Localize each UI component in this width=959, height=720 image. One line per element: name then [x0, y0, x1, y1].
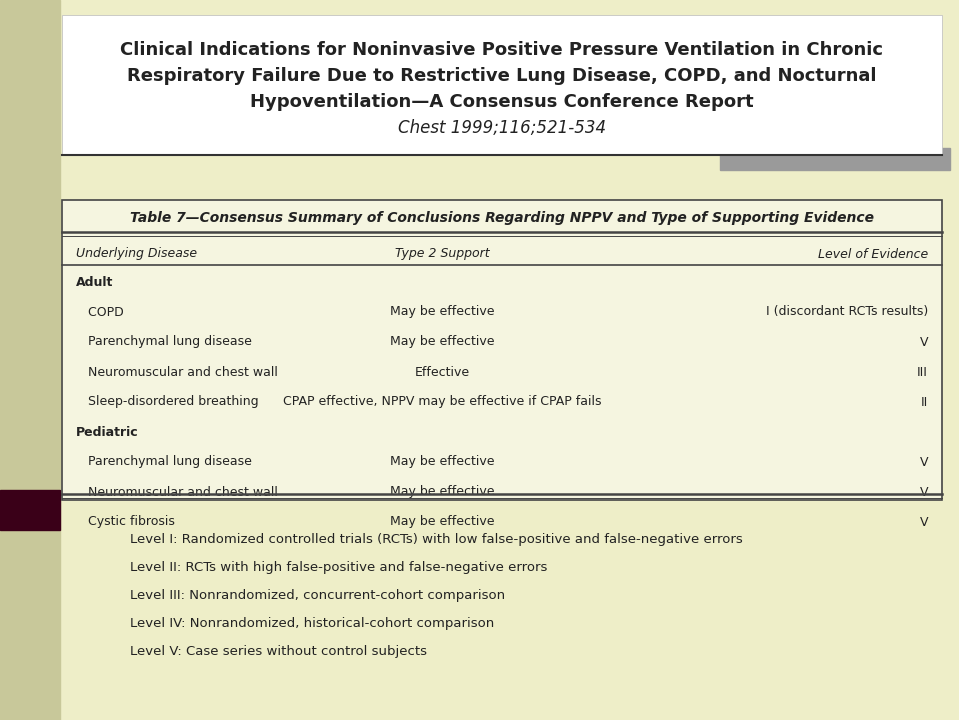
Text: Clinical Indications for Noninvasive Positive Pressure Ventilation in Chronic: Clinical Indications for Noninvasive Pos… — [121, 41, 883, 59]
Text: V: V — [920, 485, 928, 498]
Text: May be effective: May be effective — [389, 456, 494, 469]
Text: Neuromuscular and chest wall: Neuromuscular and chest wall — [76, 366, 278, 379]
Text: Sleep-disordered breathing: Sleep-disordered breathing — [76, 395, 259, 408]
Text: Level I: Randomized controlled trials (RCTs) with low false-positive and false-n: Level I: Randomized controlled trials (R… — [130, 534, 743, 546]
Bar — [0, 490, 60, 530]
Text: Type 2 Support: Type 2 Support — [395, 248, 489, 261]
Text: Cystic fibrosis: Cystic fibrosis — [76, 516, 175, 528]
Text: III: III — [917, 366, 928, 379]
Text: COPD: COPD — [76, 305, 124, 318]
Text: Effective: Effective — [414, 366, 470, 379]
Text: May be effective: May be effective — [389, 305, 494, 318]
Text: V: V — [920, 456, 928, 469]
Text: Respiratory Failure Due to Restrictive Lung Disease, COPD, and Nocturnal: Respiratory Failure Due to Restrictive L… — [128, 67, 877, 85]
Text: Level III: Nonrandomized, concurrent-cohort comparison: Level III: Nonrandomized, concurrent-coh… — [130, 590, 505, 603]
Text: V: V — [920, 516, 928, 528]
Text: V: V — [920, 336, 928, 348]
Text: May be effective: May be effective — [389, 485, 494, 498]
Bar — [62, 15, 942, 155]
Text: Level IV: Nonrandomized, historical-cohort comparison: Level IV: Nonrandomized, historical-coho… — [130, 618, 494, 631]
Text: II: II — [921, 395, 928, 408]
Text: Adult: Adult — [76, 276, 113, 289]
Text: CPAP effective, NPPV may be effective if CPAP fails: CPAP effective, NPPV may be effective if… — [283, 395, 601, 408]
Text: Parenchymal lung disease: Parenchymal lung disease — [76, 336, 252, 348]
Text: May be effective: May be effective — [389, 336, 494, 348]
Text: I (discordant RCTs results): I (discordant RCTs results) — [765, 305, 928, 318]
Text: Level V: Case series without control subjects: Level V: Case series without control sub… — [130, 646, 427, 659]
Text: Neuromuscular and chest wall: Neuromuscular and chest wall — [76, 485, 278, 498]
Text: Level of Evidence: Level of Evidence — [818, 248, 928, 261]
Text: May be effective: May be effective — [389, 516, 494, 528]
Text: Parenchymal lung disease: Parenchymal lung disease — [76, 456, 252, 469]
Bar — [62, 200, 942, 500]
Text: Underlying Disease: Underlying Disease — [76, 248, 198, 261]
Text: Hypoventilation—A Consensus Conference Report: Hypoventilation—A Consensus Conference R… — [250, 93, 754, 111]
Text: Level II: RCTs with high false-positive and false-negative errors: Level II: RCTs with high false-positive … — [130, 562, 548, 575]
Text: Table 7—Consensus Summary of Conclusions Regarding NPPV and Type of Supporting E: Table 7—Consensus Summary of Conclusions… — [130, 211, 874, 225]
Text: Pediatric: Pediatric — [76, 426, 139, 438]
Bar — [720, 148, 950, 170]
Bar — [0, 0, 60, 720]
Text: Chest 1999;116;521-534: Chest 1999;116;521-534 — [398, 119, 606, 137]
